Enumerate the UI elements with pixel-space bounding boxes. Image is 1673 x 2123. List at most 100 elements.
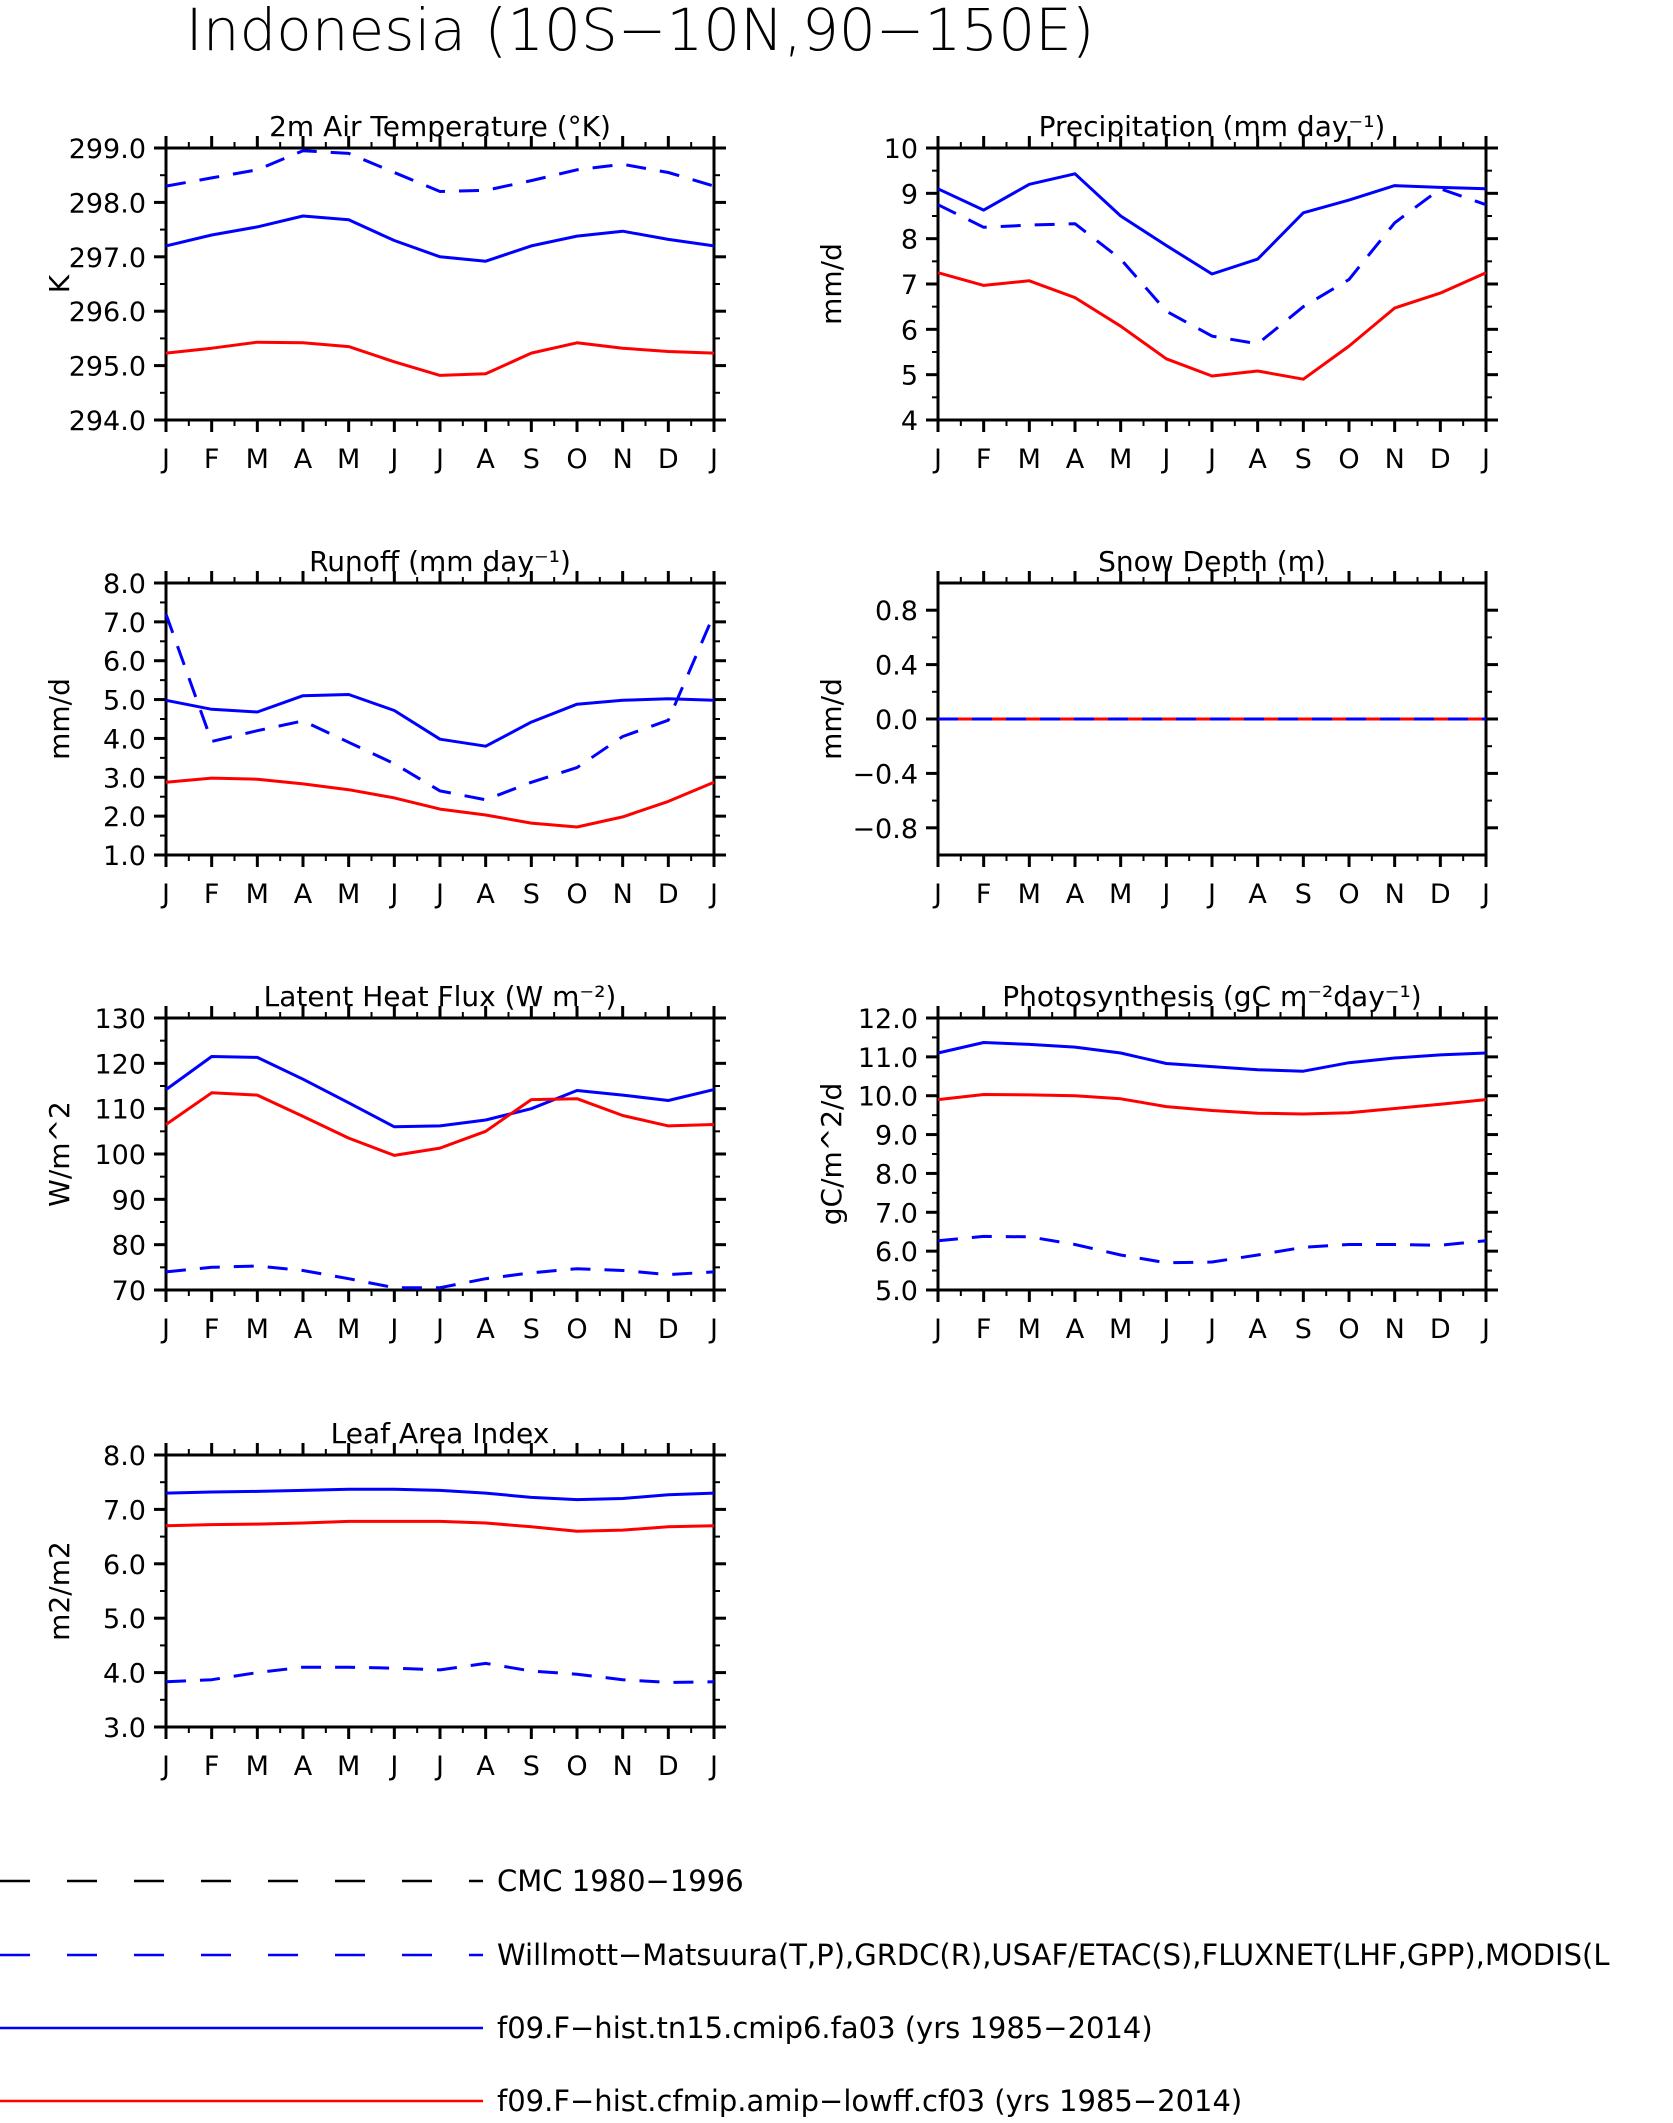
series-line-model2 — [165, 1091, 715, 1157]
x-tick-label: S — [523, 879, 540, 910]
y-tick-label: 8.0 — [103, 1441, 146, 1472]
series-line-model2 — [165, 1519, 715, 1533]
plot-frame — [164, 1016, 716, 1292]
x-tick-label: D — [658, 1751, 679, 1782]
series-line-obs — [165, 149, 715, 193]
x-tick-label: F — [204, 1314, 220, 1345]
x-tick-label: M — [246, 1751, 269, 1782]
x-tick-label: D — [658, 444, 679, 475]
x-tick-label: J — [932, 444, 942, 475]
series-line-obs — [165, 1264, 715, 1290]
legend: CMC 1980−1996 Willmott−Matsuura(T,P),GRDC… — [0, 1864, 1610, 2118]
x-tick-label: A — [476, 1751, 495, 1782]
x-tick-label: A — [294, 1314, 313, 1345]
x-tick-label: F — [204, 879, 220, 910]
x-tick-label: M — [1109, 444, 1132, 475]
x-tick-label: D — [658, 879, 679, 910]
x-tick-label: D — [1430, 1314, 1451, 1345]
x-tick-label: N — [1385, 1314, 1405, 1345]
x-tick-label: J — [388, 879, 398, 910]
x-tick-label: O — [1338, 1314, 1359, 1345]
y-tick-label: 2.0 — [103, 802, 146, 833]
x-tick-label: J — [932, 1314, 942, 1345]
y-axis-label: K — [43, 274, 76, 293]
x-tick-label: J — [932, 879, 942, 910]
y-tick-label: 70 — [112, 1276, 146, 1307]
series-line-obs — [165, 1661, 715, 1684]
x-tick-label: M — [1018, 879, 1041, 910]
x-tick-label: O — [566, 444, 587, 475]
y-axis-label: mm/d — [43, 678, 76, 760]
x-tick-label: N — [613, 1314, 633, 1345]
x-tick-label: M — [246, 444, 269, 475]
figure-title: Indonesia (10S−10N,90−150E) — [186, 0, 1095, 64]
x-tick-label: N — [613, 1751, 633, 1782]
y-tick-label: 7.0 — [875, 1198, 918, 1229]
y-tick-label: 0.0 — [875, 705, 918, 736]
chart-panel-4: Snow Depth (m)mm/dJ F M A M J J A S O N D J−0.8−0.40… — [815, 545, 1498, 910]
x-tick-label: N — [1385, 444, 1405, 475]
x-tick-label: O — [1338, 879, 1359, 910]
series-line-model2 — [165, 340, 715, 377]
x-tick-label: A — [1066, 879, 1085, 910]
x-tick-label: A — [294, 1751, 313, 1782]
series-line-obs — [937, 1234, 1487, 1265]
x-tick-label: J — [1206, 444, 1216, 475]
x-tick-label: J — [434, 444, 444, 475]
x-tick-label: J — [388, 444, 398, 475]
x-tick-label: J — [434, 1751, 444, 1782]
series-line-model1 — [937, 1041, 1487, 1073]
x-tick-label: S — [1295, 879, 1312, 910]
x-tick-label: A — [476, 1314, 495, 1345]
x-tick-label: J — [708, 879, 718, 910]
y-tick-label: 6.0 — [103, 647, 146, 678]
y-tick-label: 9 — [901, 179, 918, 210]
series-line-model1 — [165, 1055, 715, 1129]
legend-label: f09.F−hist.cfmip.amip−lowff.cf03 (yrs 19… — [497, 2084, 1242, 2118]
x-tick-label: M — [337, 1751, 360, 1782]
x-tick-label: J — [1160, 444, 1170, 475]
y-tick-label: 7 — [901, 270, 918, 301]
x-tick-label: J — [434, 879, 444, 910]
x-tick-label: M — [246, 1314, 269, 1345]
series-line-obs — [164, 613, 716, 802]
x-tick-label: D — [658, 1314, 679, 1345]
panels: 2m Air Temperature (°K)KJ F M A M J J A S O N D J294… — [43, 110, 1498, 1782]
y-tick-label: 10 — [884, 134, 918, 165]
x-tick-label: J — [1206, 879, 1216, 910]
y-tick-label: 5.0 — [103, 1604, 146, 1635]
x-tick-label: S — [523, 1314, 540, 1345]
x-tick-label: F — [204, 444, 220, 475]
series-line-model2 — [937, 1093, 1487, 1116]
x-tick-label: A — [294, 444, 313, 475]
x-tick-label: N — [613, 444, 633, 475]
y-tick-label: 3.0 — [103, 1713, 146, 1744]
x-tick-label: A — [1066, 1314, 1085, 1345]
x-tick-label: O — [1338, 444, 1359, 475]
y-tick-label: 4.0 — [103, 724, 146, 755]
y-tick-label: 4 — [901, 406, 918, 437]
y-axis-label: gC/m^2/d — [815, 1083, 848, 1226]
x-tick-label: M — [337, 444, 360, 475]
legend-label: f09.F−hist.tn15.cmip6.fa03 (yrs 1985−201… — [497, 2011, 1153, 2045]
series-line-model2 — [165, 776, 715, 829]
x-tick-label: J — [160, 879, 170, 910]
y-tick-label: 120 — [94, 1049, 146, 1080]
series-line-model1 — [937, 172, 1487, 276]
x-tick-label: J — [1480, 879, 1490, 910]
y-tick-label: 6.0 — [875, 1237, 918, 1268]
y-tick-label: 90 — [112, 1185, 146, 1216]
y-tick-label: 5.0 — [103, 686, 146, 717]
chart-panel-5: Latent Heat Flux (W m⁻²)W/m^2J F M A M J J A S O N… — [43, 980, 726, 1345]
x-tick-label: D — [1430, 879, 1451, 910]
y-tick-label: −0.4 — [852, 759, 918, 790]
y-tick-label: 0.4 — [875, 651, 918, 682]
x-tick-label: A — [1066, 444, 1085, 475]
x-tick-label: J — [708, 1751, 718, 1782]
x-tick-label: A — [294, 879, 313, 910]
x-tick-label: A — [1248, 1314, 1267, 1345]
y-tick-label: 295.0 — [69, 352, 146, 383]
x-tick-label: A — [476, 879, 495, 910]
